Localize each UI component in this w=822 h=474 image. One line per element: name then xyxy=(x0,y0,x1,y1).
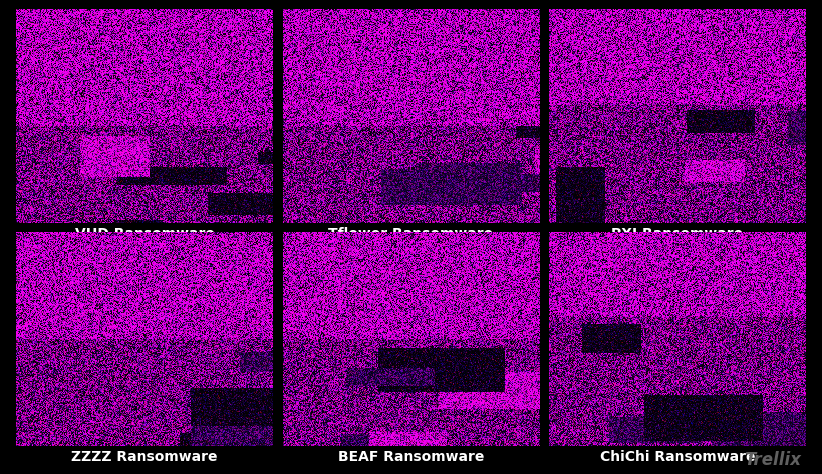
Text: Trellix: Trellix xyxy=(745,451,801,469)
X-axis label: ZZZZ Ransomware: ZZZZ Ransomware xyxy=(72,450,218,464)
X-axis label: PXJ Ransomware: PXJ Ransomware xyxy=(612,228,744,241)
X-axis label: ChiChi Ransomware: ChiChi Ransomware xyxy=(600,450,755,464)
X-axis label: VHD Ransomware: VHD Ransomware xyxy=(75,228,215,241)
X-axis label: Tflower Ransomware: Tflower Ransomware xyxy=(329,228,493,241)
X-axis label: BEAF Ransomware: BEAF Ransomware xyxy=(338,450,484,464)
